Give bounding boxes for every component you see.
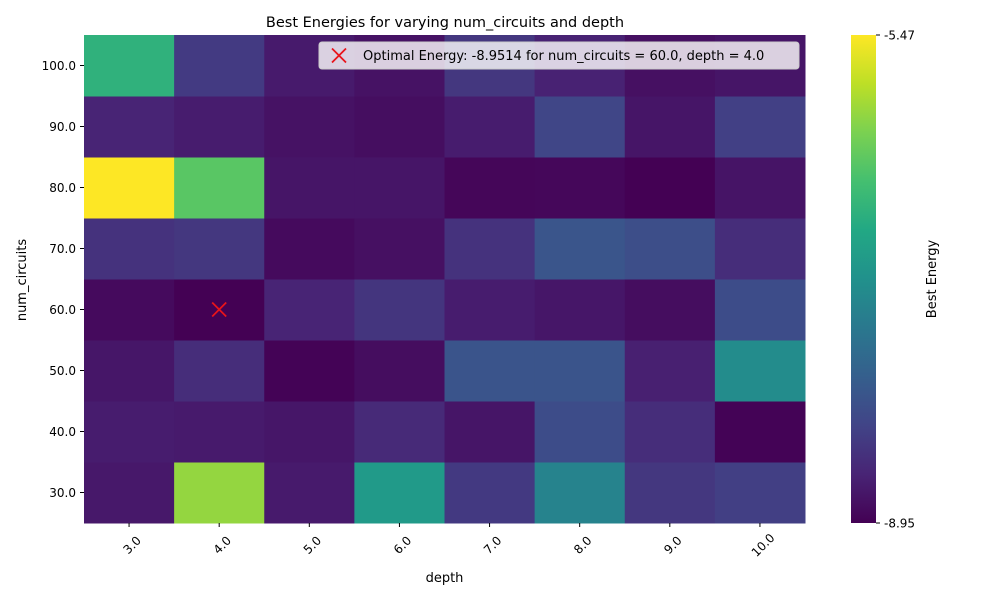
heatmap-cell-60.0-5.0: [264, 279, 355, 341]
legend-marker-stroke: [331, 47, 347, 64]
heatmap-cell-90.0-10.0: [714, 96, 806, 158]
heatmap-cell-50.0-8.0: [534, 340, 626, 402]
legend-label: Optimal Energy: -8.9514 for num_circuits…: [363, 49, 764, 64]
y-tick-label: 50.0: [49, 364, 76, 378]
x-axis-ticks: 3.0 4.0 5.0 6.0 7.0 8.0 9.0 10.0: [121, 523, 778, 560]
y-tick-label: 80.0: [49, 181, 76, 195]
x-tick-label: 3.0: [121, 533, 144, 556]
heatmap-cell-30.0-3.0: [84, 462, 175, 524]
colorbar-tick-label: -5.47: [884, 29, 915, 43]
heatmap-cell-80.0-9.0: [624, 157, 716, 219]
heatmap-cell-70.0-9.0: [624, 218, 716, 280]
heatmap-cell-30.0-8.0: [534, 462, 626, 524]
chart-title: Best Energies for varying num_circuits a…: [266, 15, 624, 31]
heatmap-cell-80.0-7.0: [444, 157, 536, 219]
y-axis-label: num_circuits: [15, 239, 30, 322]
heatmap-cell-40.0-3.0: [84, 401, 175, 463]
heatmap-cell-40.0-4.0: [174, 401, 265, 463]
y-tick-label: 60.0: [49, 303, 76, 317]
heatmap-cell-30.0-9.0: [624, 462, 716, 524]
heatmap-cell-40.0-9.0: [624, 401, 716, 463]
heatmap-cells: [84, 35, 806, 524]
heatmap-cell-50.0-3.0: [84, 340, 175, 402]
heatmap-cell-60.0-10.0: [714, 279, 806, 341]
y-tick-label: 90.0: [49, 120, 76, 134]
x-tick-label: 8.0: [571, 533, 594, 556]
heatmap-cell-40.0-5.0: [264, 401, 355, 463]
heatmap-cell-80.0-5.0: [264, 157, 355, 219]
heatmap-cell-30.0-4.0: [174, 462, 265, 524]
heatmap-cell-90.0-9.0: [624, 96, 716, 158]
heatmap-cell-50.0-9.0: [624, 340, 716, 402]
optimal-marker-stroke: [211, 301, 227, 318]
heatmap-cell-30.0-10.0: [714, 462, 806, 524]
colorbar-tick-label: -8.95: [884, 517, 915, 531]
heatmap-cell-70.0-6.0: [354, 218, 445, 280]
heatmap-cell-40.0-6.0: [354, 401, 445, 463]
heatmap-cell-30.0-6.0: [354, 462, 445, 524]
heatmap-cell-70.0-7.0: [444, 218, 536, 280]
heatmap-cell-50.0-10.0: [714, 340, 806, 402]
legend-box: [318, 41, 800, 70]
heatmap-cell-60.0-6.0: [354, 279, 445, 341]
heatmap-cell-70.0-8.0: [534, 218, 626, 280]
x-tick-label: 7.0: [481, 533, 504, 556]
heatmap-cell-30.0-5.0: [264, 462, 355, 524]
heatmap-cell-90.0-4.0: [174, 96, 265, 158]
heatmap-cell-90.0-3.0: [84, 96, 175, 158]
x-axis-label: depth: [426, 571, 464, 586]
x-tick-label: 4.0: [211, 533, 234, 556]
legend: Optimal Energy: -8.9514 for num_circuits…: [318, 41, 800, 70]
heatmap-cell-50.0-7.0: [444, 340, 536, 402]
legend-marker-icon: [331, 47, 347, 64]
heatmap-cell-70.0-10.0: [714, 218, 806, 280]
heatmap-cell-90.0-8.0: [534, 96, 626, 158]
heatmap-cell-80.0-3.0: [84, 157, 175, 219]
heatmap-cell-100.0-4.0: [174, 35, 265, 97]
heatmap-cell-90.0-5.0: [264, 96, 355, 158]
heatmap-cell-50.0-6.0: [354, 340, 445, 402]
heatmap-cell-70.0-5.0: [264, 218, 355, 280]
y-tick-label: 30.0: [49, 486, 76, 500]
heatmap-cell-50.0-5.0: [264, 340, 355, 402]
heatmap-cell-50.0-4.0: [174, 340, 265, 402]
heatmap-cell-60.0-3.0: [84, 279, 175, 341]
heatmap-cell-80.0-4.0: [174, 157, 265, 219]
heatmap-cell-30.0-7.0: [444, 462, 536, 524]
heatmap-cell-70.0-4.0: [174, 218, 265, 280]
heatmap-cell-40.0-7.0: [444, 401, 536, 463]
optimal-marker: [211, 301, 227, 318]
heatmap-cell-80.0-6.0: [354, 157, 445, 219]
heatmap-cell-100.0-3.0: [84, 35, 175, 97]
heatmap-cell-90.0-7.0: [444, 96, 536, 158]
colorbar-label: Best Energy: [925, 239, 940, 318]
heatmap-cell-60.0-7.0: [444, 279, 536, 341]
heatmap-cell-80.0-10.0: [714, 157, 806, 219]
y-tick-label: 70.0: [49, 242, 76, 256]
heatmap-cell-70.0-3.0: [84, 218, 175, 280]
x-tick-label: 5.0: [301, 533, 324, 556]
colorbar: -5.47 -8.95 Best Energy: [851, 29, 940, 531]
colorbar-gradient: [851, 35, 876, 523]
y-tick-label: 40.0: [49, 425, 76, 439]
heatmap-cell-40.0-10.0: [714, 401, 806, 463]
colorbar-ticks: -5.47 -8.95: [876, 29, 915, 531]
x-tick-label: 10.0: [749, 531, 778, 560]
heatmap-cell-40.0-8.0: [534, 401, 626, 463]
heatmap-cell-60.0-8.0: [534, 279, 626, 341]
heatmap-cell-80.0-8.0: [534, 157, 626, 219]
y-axis-ticks: 30.0 40.0 50.0 60.0 70.0 80.0 90.0 100.0: [42, 59, 84, 500]
y-tick-label: 100.0: [42, 59, 76, 73]
heatmap-cell-90.0-6.0: [354, 96, 445, 158]
x-tick-label: 9.0: [661, 533, 684, 556]
x-tick-label: 6.0: [391, 533, 414, 556]
heatmap-cell-60.0-9.0: [624, 279, 716, 341]
